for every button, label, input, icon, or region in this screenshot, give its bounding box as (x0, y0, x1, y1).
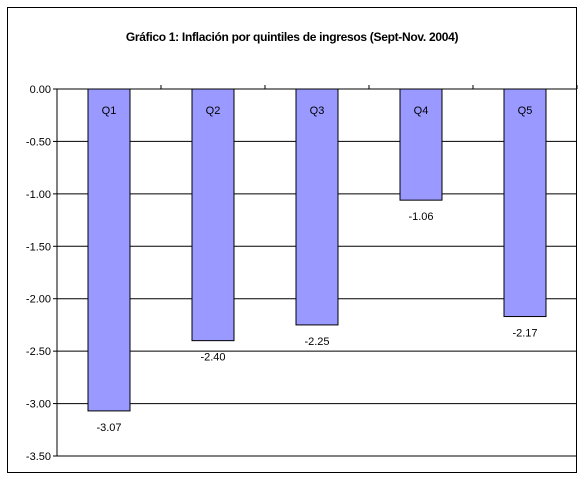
bar-q4 (399, 88, 443, 201)
category-label: Q1 (102, 105, 117, 117)
y-tick-label: -1.50 (26, 241, 51, 253)
data-label: -2.17 (512, 328, 537, 340)
y-tick-label: -3.00 (26, 399, 51, 411)
y-tick-label: -3.50 (26, 451, 51, 463)
category-label: Q5 (518, 105, 533, 117)
y-tick-label: -1.00 (26, 189, 51, 201)
y-axis: 0.00 -0.50 -1.00 -1.50 -2.00 -2.50 -3.00 -3.50 (26, 84, 578, 463)
bars (87, 88, 547, 412)
category-label: Q4 (414, 105, 429, 117)
data-label: -3.07 (96, 422, 121, 434)
y-tick-label: 0.00 (30, 84, 51, 96)
data-label: -2.40 (200, 352, 225, 364)
bar-q2 (191, 88, 235, 342)
category-label: Q3 (310, 105, 325, 117)
y-tick-label: -2.50 (26, 346, 51, 358)
y-tick-label: -2.00 (26, 294, 51, 306)
bar-q3 (295, 88, 339, 326)
data-label: -1.06 (408, 211, 433, 223)
chart-title: Gráfico 1: Inflación por quintiles de in… (125, 30, 459, 44)
bar-q5 (503, 88, 547, 318)
labels: Q1 -3.07 Q2 -2.40 Q3 -2.25 Q4 -1.06 Q5 -2.17 (96, 105, 537, 434)
bar-q1 (87, 88, 131, 412)
data-label: -2.25 (304, 336, 329, 348)
category-label: Q2 (206, 105, 221, 117)
y-tick-label: -0.50 (26, 136, 51, 148)
